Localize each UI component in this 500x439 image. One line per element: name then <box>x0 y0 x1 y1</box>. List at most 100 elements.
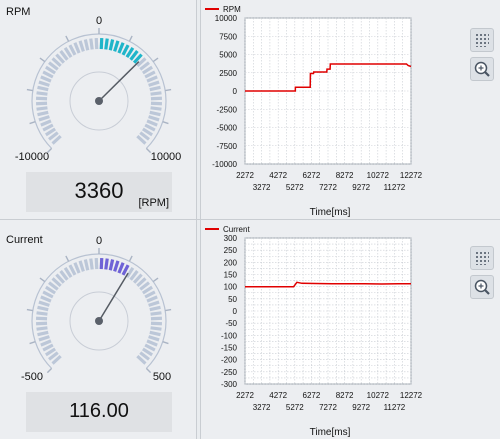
gauge-segment <box>89 258 94 270</box>
gauge-max-label: 500 <box>153 371 171 383</box>
gauge-readout: 3360 [RPM] <box>26 172 172 212</box>
x-tick-label: 5272 <box>286 183 304 192</box>
gauge-segment <box>51 134 62 145</box>
gauge-segment <box>136 277 147 288</box>
x-tick-label: 11272 <box>384 183 406 192</box>
gauge-segment <box>55 53 66 64</box>
gauge-segment <box>48 281 59 291</box>
gauge-needle <box>98 272 129 322</box>
gauge-needle-hub <box>95 97 103 105</box>
y-tick-label: 200 <box>224 258 238 267</box>
gauge-value-segment <box>129 50 139 61</box>
y-tick-label: -7500 <box>217 142 238 151</box>
gauge-segment <box>78 260 85 272</box>
zoom-tool-button[interactable] <box>470 275 494 299</box>
gauge-segment <box>89 38 94 50</box>
current-panel: Current 0 -500 500 116.00 Current 300 250… <box>0 220 500 439</box>
gauge-value-segment <box>104 258 109 270</box>
gauge-segment <box>51 277 62 288</box>
x-tick-label: 11272 <box>384 403 406 412</box>
gauge-segment <box>129 270 139 281</box>
gauge-tick <box>65 35 70 42</box>
gauge-segment <box>48 61 59 71</box>
gauge-segment <box>37 110 49 117</box>
x-tick-label: 10272 <box>367 171 390 180</box>
gauge-segment <box>148 335 160 342</box>
gauge-segment <box>73 42 81 54</box>
gauge-tick <box>145 147 152 154</box>
gauge-segment <box>63 267 73 279</box>
gauge-segment <box>139 61 150 71</box>
x-tick-label: 7272 <box>319 183 337 192</box>
rpm-chart-panel: RPM 10000 7500 5000 2500 0 -2500 -5000 -7500 -10… <box>200 0 500 219</box>
gauge-segment <box>68 44 77 56</box>
y-tick-label: -50 <box>225 319 237 328</box>
gauge-tick <box>39 277 46 283</box>
gauge-segment <box>139 131 150 141</box>
gauge-segment <box>45 347 57 357</box>
zoom-in-icon <box>474 61 490 77</box>
x-tick-label: 7272 <box>319 403 337 412</box>
y-tick-label: -150 <box>221 344 238 353</box>
gauge-inner-ring <box>69 71 129 131</box>
gauge-segment <box>48 351 59 361</box>
gauge-tick <box>65 255 70 262</box>
gauge-segment <box>38 335 50 342</box>
gauge-segment <box>45 127 57 137</box>
gauge-segment <box>36 106 48 111</box>
gauge-tick <box>46 147 53 154</box>
gauge-segment <box>141 285 153 295</box>
gauge-value-segment <box>108 39 115 51</box>
gauge-segment <box>150 91 162 96</box>
gauge-value-segment <box>121 264 130 276</box>
gauge-segment <box>150 311 162 316</box>
x-tick-label: 6272 <box>303 391 321 400</box>
gauge-segment <box>40 119 52 127</box>
y-tick-label: 250 <box>224 246 238 255</box>
gauge-readout: 116.00 <box>26 392 172 432</box>
y-tick-label: 2500 <box>219 69 237 78</box>
gauge-segment <box>42 70 54 79</box>
y-tick-label: 300 <box>224 234 238 243</box>
gauge-segment <box>141 127 153 137</box>
gauge-scale-arc <box>31 33 167 149</box>
x-tick-label: 8272 <box>336 391 354 400</box>
gauge-segment <box>73 262 81 274</box>
gauge-segment <box>141 65 153 75</box>
x-tick-label: 2272 <box>236 171 254 180</box>
gauge-segment <box>150 326 162 331</box>
legend-label: RPM <box>223 5 241 14</box>
gauge-segment <box>136 57 147 68</box>
gauge-segment <box>144 343 156 352</box>
gauge-min-label: -500 <box>21 371 43 383</box>
gauge-segment <box>136 134 147 145</box>
x-tick-label: 4272 <box>269 171 287 180</box>
gauge-segment <box>125 267 135 279</box>
gauge-segment <box>149 85 161 92</box>
x-tick-label: 10272 <box>367 391 390 400</box>
rpm-gauge: 0 -10000 10000 <box>15 15 181 163</box>
x-tick-label: 3272 <box>253 183 271 192</box>
y-tick-label: 10000 <box>215 14 238 23</box>
y-tick-label: 150 <box>224 271 238 280</box>
zoom-tool-button[interactable] <box>470 57 494 81</box>
gauge-tick <box>152 277 159 283</box>
y-tick-label: 50 <box>228 295 237 304</box>
gauge-readout-value: 3360 <box>74 178 124 203</box>
gauge-scale-arc <box>31 253 167 369</box>
grid-tool-button[interactable] <box>470 246 494 270</box>
y-tick-label: -2500 <box>217 105 238 114</box>
panel-divider <box>0 219 500 220</box>
gauge-segment <box>59 270 69 281</box>
gauge-segment <box>146 119 158 127</box>
y-tick-label: -100 <box>221 331 238 340</box>
y-tick-label: -5000 <box>217 124 238 133</box>
series-line <box>245 63 412 92</box>
gauge-value-segment <box>117 262 125 274</box>
gauge-segment <box>63 47 73 59</box>
grid-icon <box>476 252 489 265</box>
y-tick-label: -200 <box>221 356 238 365</box>
gauge-segment <box>36 326 48 331</box>
grid-tool-button[interactable] <box>470 28 494 52</box>
gauge-value-segment <box>113 40 120 52</box>
